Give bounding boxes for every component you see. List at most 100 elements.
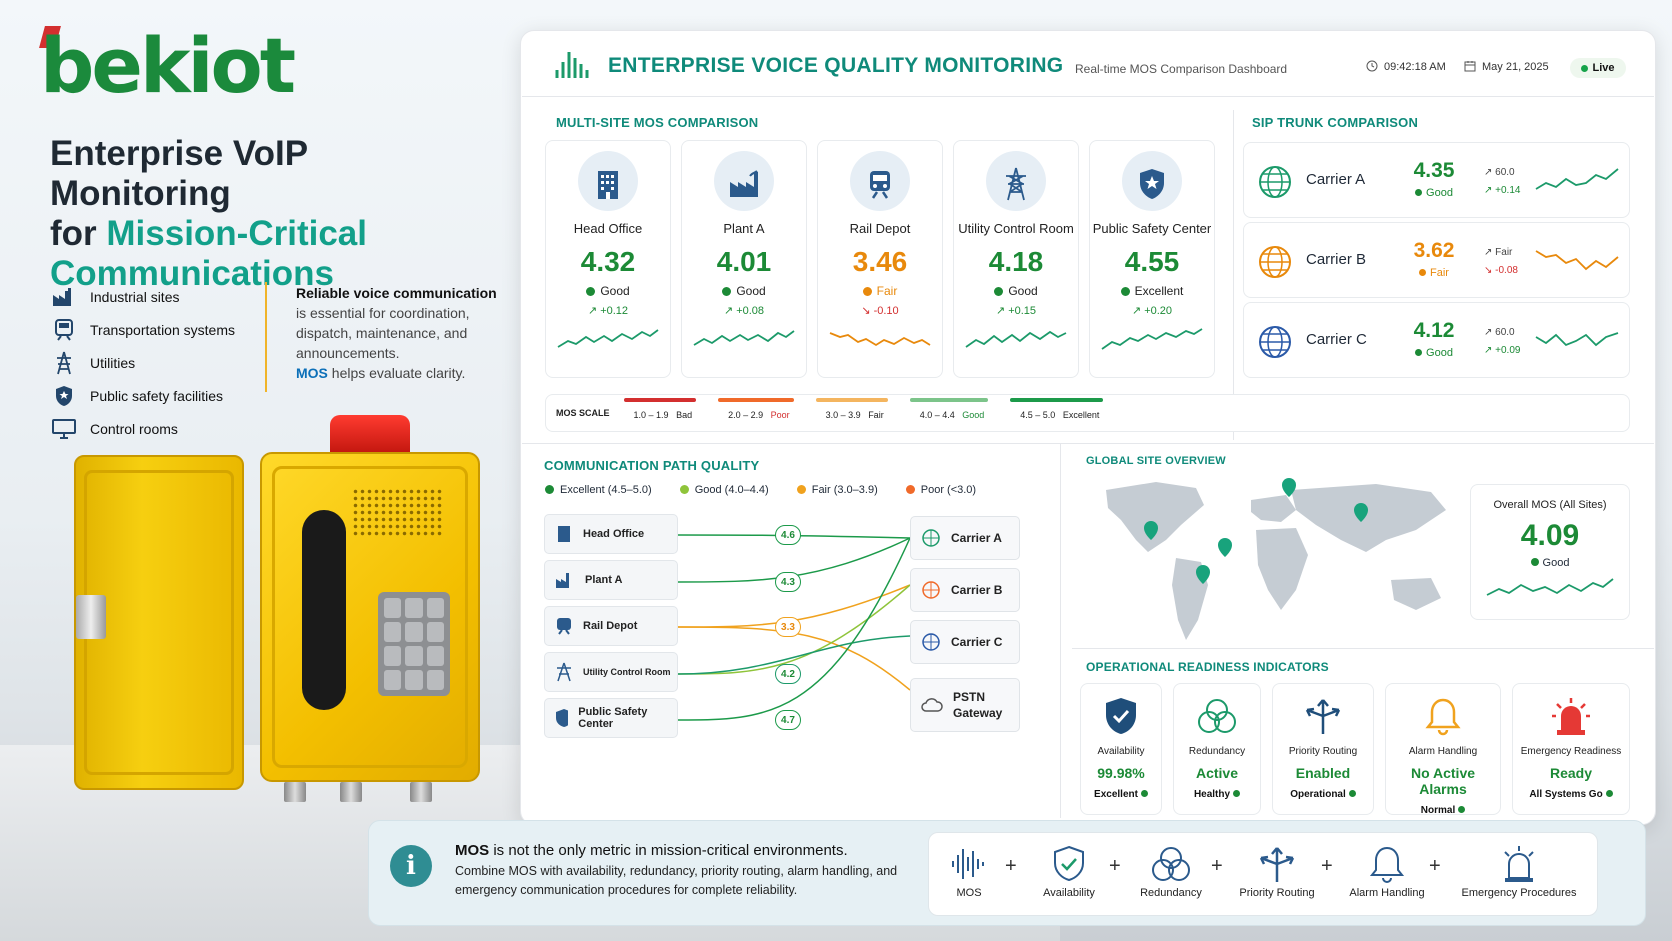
cable-gland [284,782,306,802]
train-icon [50,318,78,342]
routing-arrows-icon [1259,847,1295,882]
site-delta: ↗ +0.15 [995,305,1037,317]
divider [265,282,267,392]
trunk-sparkline [1535,168,1619,190]
ops-card[interactable]: Alarm Handling No Active Alarms Normal [1385,683,1501,816]
status-dot [586,287,596,296]
path-carrier-node[interactable]: Carrier C [910,620,1020,664]
path-source-node[interactable]: Public Safety Center [544,698,678,738]
vertical-divider [1233,110,1234,440]
section-title-global: GLOBAL SITE OVERVIEW [1086,455,1226,467]
path-source-node[interactable]: Rail Depot [544,606,678,646]
path-carrier-node[interactable]: Carrier B [910,568,1020,612]
path-source-node[interactable]: Utility Control Room [544,652,678,692]
ops-card[interactable]: Availability 99.98% Excellent [1080,683,1162,815]
plus-sign: + [1005,855,1017,877]
plus-sign: + [1321,855,1333,877]
bell-icon [1425,698,1461,736]
power-tower-icon [50,351,78,375]
ops-value: No Active Alarms [1410,765,1476,797]
path-carrier-node[interactable]: Carrier A [910,516,1020,560]
reliable-text: Reliable voice communication is essentia… [296,283,506,383]
clock-icon [1366,60,1378,72]
path-score-badge: 4.2 [775,664,801,684]
ops-card[interactable]: Emergency Readiness Ready All Systems Go [1512,683,1630,815]
site-card[interactable]: Rail Depot 3.46 Fair ↘ -0.10 [817,140,943,378]
ops-card[interactable]: Priority Routing Enabled Operational [1272,683,1374,815]
chain-label: Priority Routing [1239,887,1315,899]
site-card[interactable]: Head Office 4.32 Good ↗ +0.12 [545,140,671,378]
page-headline: Enterprise VoIP Monitoring for Mission-C… [50,134,490,294]
trunk-card[interactable]: Carrier A 4.35 Good ↗ 60.0 ↗ +0.14 [1243,142,1630,218]
chain-item: Availability [1029,841,1109,899]
site-card[interactable]: Public Safety Center 4.55 Excellent ↗ +0… [1089,140,1215,378]
banner-body: Combine MOS with availability, redundanc… [455,864,898,897]
reliable-title: Reliable voice communication [296,285,497,301]
site-card[interactable]: Plant A 4.01 Good ↗ +0.08 [681,140,807,378]
scale-segment: 2.0 – 2.9 Poor [718,398,794,420]
legend-item: Poor (<3.0) [905,484,976,496]
current-time: 09:42:18 AM [1384,61,1446,73]
headline-line-2a: for [50,214,107,253]
train-icon [850,151,910,211]
status-dot [1348,790,1356,797]
ops-card[interactable]: Redundancy Active Healthy [1173,683,1261,815]
info-icon: i [390,845,432,887]
feature-label: Transportation systems [90,321,235,338]
path-lines [678,534,911,721]
status-dot [862,287,872,296]
node-label: PSTN Gateway [953,690,1003,720]
site-mos-value: 4.18 [988,246,1044,277]
live-badge[interactable]: Live [1570,58,1626,78]
globe-icon [922,633,940,651]
ops-status: Operational [1290,789,1346,800]
power-tower-icon [986,151,1046,211]
site-card[interactable]: Utility Control Room 4.18 Good ↗ +0.15 [953,140,1079,378]
path-source-node[interactable]: Plant A [544,560,678,600]
chain-item: Priority Routing [1227,841,1327,899]
trunk-delta-1: ↗ 60.0 [1484,167,1515,178]
ops-value: Ready [1549,765,1593,781]
world-map [1106,478,1446,640]
factory-icon [50,285,78,309]
legend-item: Good (4.0–4.4) [679,484,769,496]
status-dot [1415,189,1423,196]
node-label: Head Office [583,528,645,540]
trunk-card[interactable]: Carrier B 3.62 Fair ↗ Fair ↘ -0.08 [1243,222,1630,298]
trunk-delta-2: ↗ +0.14 [1484,185,1521,196]
globe-icon [1259,246,1291,278]
site-status: Fair [876,284,898,298]
power-tower-icon [557,662,571,682]
status-dot [1419,269,1427,276]
reliable-tail: helps evaluate clarity. [327,365,466,381]
site-sparkline [1101,328,1203,350]
site-status: Excellent [1134,284,1184,298]
site-status: Good [736,284,766,298]
site-delta: ↗ +0.12 [587,305,629,317]
site-delta: ↗ +0.08 [723,305,765,317]
node-label: Utility Control Room [583,667,671,677]
redundancy-icon [1152,847,1190,881]
overall-mos-card: Overall MOS (All Sites) 4.09 Good [1470,484,1630,620]
reliable-body: is essential for coordination, dispatch,… [296,305,470,361]
site-delta: ↘ -0.10 [861,305,899,317]
feature-label: Industrial sites [90,288,180,305]
trunk-status: Fair [1430,267,1449,279]
header-divider [522,96,1654,97]
cable-gland [340,782,362,802]
ops-title: Availability [1097,746,1145,757]
door-latch [76,595,106,639]
path-source-node[interactable]: Head Office [544,514,678,554]
node-label: Carrier C [951,635,1003,649]
trunk-card[interactable]: Carrier C 4.12 Good ↗ 60.0 ↗ +0.09 [1243,302,1630,378]
plus-sign: + [1211,855,1223,877]
mos-scale-label: MOS SCALE [556,408,610,418]
feature-item: Transportation systems [50,313,265,346]
cloud-phone-icon [921,698,943,712]
redundancy-icon [1198,699,1236,733]
bell-icon [1369,846,1405,883]
phone-door-inner [84,470,234,775]
site-status: Good [600,284,630,298]
path-carrier-node[interactable]: PSTN Gateway [910,678,1020,732]
ops-value: 99.98% [1097,765,1145,781]
